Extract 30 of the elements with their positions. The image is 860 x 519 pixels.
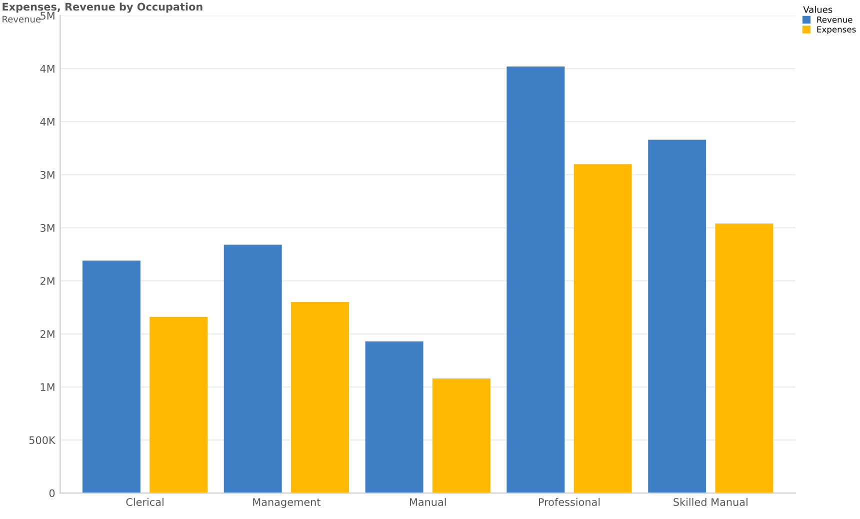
x-tick-label: Clerical — [126, 498, 164, 506]
bar — [648, 140, 706, 494]
y-tick-label: 5M — [40, 12, 54, 20]
bar — [715, 224, 774, 494]
y-tick-label: 0 — [49, 489, 55, 498]
chart-title: Expenses, Revenue by Occupation — [2, 2, 202, 13]
x-tick-label: Manual — [410, 498, 446, 506]
bar — [82, 260, 140, 494]
y-tick-label: 4M — [40, 64, 54, 73]
bar — [506, 66, 565, 494]
bar — [365, 341, 424, 494]
y-axis-title: Revenue — [2, 16, 41, 23]
bar — [432, 378, 490, 494]
legend-title: Values — [803, 6, 832, 13]
y-tick-label: 3M — [40, 224, 54, 232]
x-tick-label: Skilled Manual — [674, 498, 748, 506]
legend-label: Revenue — [817, 16, 852, 23]
y-tick-label: 500K — [29, 436, 56, 444]
y-tick-label: 2M — [40, 330, 54, 338]
y-tick-label: 2M — [40, 277, 54, 285]
x-tick-label: Professional — [538, 498, 600, 506]
bar — [150, 316, 208, 494]
x-tick-label: Management — [253, 498, 321, 508]
bar — [574, 164, 632, 494]
y-tick-label: 3M — [40, 170, 54, 179]
y-tick-label: 1M — [40, 383, 54, 391]
bar — [291, 302, 350, 494]
y-tick-label: 4M — [40, 118, 54, 126]
legend-label: Expenses — [817, 26, 856, 34]
bar — [224, 244, 282, 494]
